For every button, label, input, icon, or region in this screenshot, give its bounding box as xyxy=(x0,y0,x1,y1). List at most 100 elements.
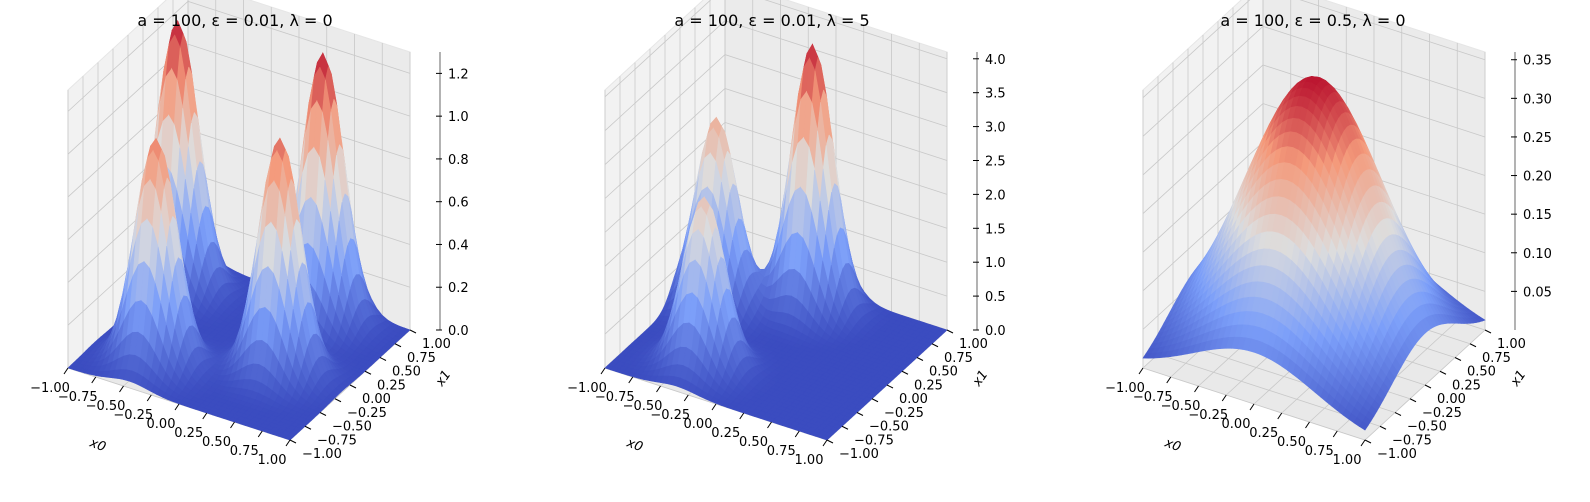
x-axis-label: x0 xyxy=(87,435,108,455)
x-tick-mark xyxy=(63,367,69,375)
x-tick-label: 0.75 xyxy=(767,444,796,459)
y-tick-label: −0.25 xyxy=(884,406,924,421)
x-tick-label: −1.00 xyxy=(30,381,70,396)
y-tick-label: 1.00 xyxy=(959,337,988,352)
x-tick-mark xyxy=(739,412,745,420)
x-tick-mark xyxy=(767,421,772,429)
y-tick-label: 0.50 xyxy=(392,365,421,380)
y-tick-label: −0.50 xyxy=(869,420,909,435)
x-tick-mark xyxy=(119,385,124,393)
x-tick-mark xyxy=(230,421,235,429)
x-axis-label: x0 xyxy=(624,435,645,455)
z-tick-label: 3.5 xyxy=(985,87,1006,102)
x-tick-mark xyxy=(628,376,634,384)
z-tick-label: 1.5 xyxy=(985,222,1006,237)
surface xyxy=(67,19,411,441)
y-tick-mark xyxy=(901,370,909,375)
y-tick-label: −0.75 xyxy=(317,433,357,448)
y-tick-label: 0.00 xyxy=(362,392,391,407)
z-tick-label: 3.0 xyxy=(985,121,1006,136)
x-tick-label: −0.75 xyxy=(58,390,98,405)
x-tick-label: 1.00 xyxy=(258,453,287,468)
grid-z xyxy=(67,43,411,155)
chart-panel-3: −1.00−0.75−0.50−0.250.000.250.500.751.00… xyxy=(1105,0,1552,468)
z-tick-label: 0.0 xyxy=(985,324,1006,339)
grid-z xyxy=(67,0,411,112)
z-tick-label: 4.0 xyxy=(985,53,1006,68)
y-tick-label: −0.75 xyxy=(854,433,894,448)
x-tick-mark xyxy=(822,439,828,447)
grid-z xyxy=(604,54,948,165)
y-tick-mark xyxy=(334,398,342,403)
y-tick-mark xyxy=(394,343,402,348)
surface-patch xyxy=(283,435,294,441)
z-tick-label: 0.6 xyxy=(448,196,469,211)
y-tick-label: 1.00 xyxy=(422,337,451,352)
y-tick-label: −1.00 xyxy=(839,447,879,462)
chart-panel-2: −1.00−0.75−0.50−0.250.000.250.500.751.00… xyxy=(567,0,1006,468)
x-tick-mark xyxy=(91,376,97,384)
x-tick-mark xyxy=(174,403,180,411)
y-tick-mark xyxy=(364,370,372,375)
y-tick-mark xyxy=(409,329,417,334)
x-tick-label: 0.25 xyxy=(174,426,203,441)
z-tick-label: 0.2 xyxy=(448,281,469,296)
y-tick-label: −0.50 xyxy=(332,420,372,435)
y-tick-mark xyxy=(916,357,924,361)
z-tick-label: 0.8 xyxy=(448,153,469,168)
y-tick-mark xyxy=(946,329,954,334)
y-tick-label: 0.75 xyxy=(407,351,436,366)
x-tick-mark xyxy=(202,412,208,420)
grid-z xyxy=(604,88,948,199)
x-tick-mark xyxy=(656,385,661,393)
x-tick-mark xyxy=(600,367,606,375)
y-tick-mark xyxy=(841,425,849,430)
y-axis-label: x1 xyxy=(432,368,454,391)
y-tick-mark xyxy=(856,412,864,416)
y-tick-mark xyxy=(931,343,939,348)
x-tick-label: 0.00 xyxy=(147,417,176,432)
x-tick-label: 0.25 xyxy=(711,426,740,441)
y-tick-label: −0.25 xyxy=(347,406,387,421)
x-tick-label: 0.50 xyxy=(739,435,768,450)
y-tick-mark xyxy=(319,412,327,416)
x-tick-mark xyxy=(711,403,717,411)
y-tick-mark xyxy=(871,398,879,403)
x-tick-mark xyxy=(285,439,291,447)
y-tick-label: 0.25 xyxy=(377,378,406,393)
x-tick-label: −0.25 xyxy=(113,408,153,423)
z-tick-label: 1.2 xyxy=(448,67,469,82)
x-tick-label: 0.75 xyxy=(230,444,259,459)
y-tick-label: 0.75 xyxy=(944,351,973,366)
chart-panel-1: −1.00−0.75−0.50−0.250.000.250.500.751.00… xyxy=(30,0,469,468)
z-tick-label: 1.0 xyxy=(985,256,1006,271)
x-tick-mark xyxy=(257,430,263,438)
z-tick-label: 0.4 xyxy=(448,238,469,253)
y-tick-label: 0.00 xyxy=(899,392,928,407)
y-tick-mark xyxy=(379,357,387,361)
y-tick-label: 0.50 xyxy=(929,365,958,380)
x-tick-mark xyxy=(683,394,689,402)
x-tick-mark xyxy=(146,394,152,402)
x-tick-label: 0.50 xyxy=(202,435,231,450)
x-tick-label: 1.00 xyxy=(795,453,824,468)
y-tick-label: 0.25 xyxy=(914,378,943,393)
grid-z xyxy=(604,0,948,98)
y-tick-mark xyxy=(826,439,834,444)
z-tick-label: 2.0 xyxy=(985,188,1006,203)
z-tick-label: 2.5 xyxy=(985,154,1006,169)
chart-title: a = 100, ε = 0.01, λ = 0 xyxy=(137,11,332,30)
y-tick-mark xyxy=(304,425,312,430)
grid-z xyxy=(604,20,948,131)
z-tick-label: 0.5 xyxy=(985,290,1006,305)
y-tick-mark xyxy=(886,384,894,389)
y-tick-mark xyxy=(349,384,357,389)
chart-title: a = 100, ε = 0.01, λ = 5 xyxy=(674,11,869,30)
z-tick-label: 0.0 xyxy=(448,324,469,339)
y-axis-label: x1 xyxy=(969,368,991,391)
z-tick-label: 1.0 xyxy=(448,110,469,125)
surface xyxy=(604,43,948,441)
x-tick-label: −0.50 xyxy=(86,399,126,414)
y-tick-mark xyxy=(289,439,297,444)
